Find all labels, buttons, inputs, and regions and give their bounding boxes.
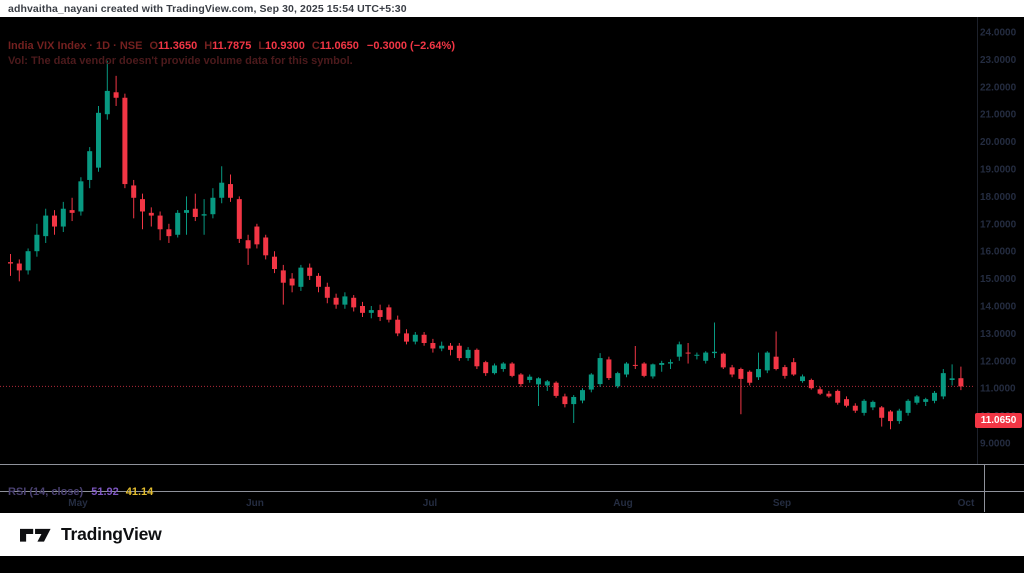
tradingview-snapshot: { "header": { "attribution": "adhvaitha_… — [0, 0, 1024, 556]
high-label: H — [204, 40, 213, 52]
svg-text:Sep: Sep — [773, 498, 791, 509]
open-value: 11.3650 — [158, 40, 198, 52]
close-value: 11.0650 — [319, 40, 359, 52]
svg-text:11.0000: 11.0000 — [980, 384, 1016, 395]
low-value: 10.9300 — [265, 40, 305, 52]
rsi-indicator-label: RSI (14, close) — [8, 486, 84, 498]
candlestick-chart[interactable]: 24.0000 23.0000 22.0000 21.0000 20.0000 19.00… — [0, 17, 1024, 573]
svg-text:24.0000: 24.0000 — [980, 28, 1017, 39]
svg-text:May: May — [68, 498, 88, 509]
change-value: −0.3000 (−2.64%) — [366, 40, 455, 52]
low-label: L — [258, 40, 266, 52]
rsi-legend: RSI (14, close) 51.92 41.14 — [8, 486, 153, 498]
chart-region[interactable]: 24.0000 23.0000 22.0000 21.0000 20.0000 19.00… — [0, 17, 1024, 513]
attribution-bar: adhvaitha_nayani created with TradingVie… — [0, 0, 1024, 17]
volume-notice: Vol: The data vendor doesn't provide vol… — [8, 55, 353, 67]
svg-text:18.0000: 18.0000 — [980, 192, 1017, 203]
open-label: O — [149, 40, 159, 52]
svg-text:Oct: Oct — [958, 498, 975, 509]
brand-name[interactable]: TradingView — [61, 524, 162, 544]
svg-text:16.0000: 16.0000 — [980, 247, 1017, 258]
svg-text:12.0000: 12.0000 — [980, 356, 1017, 367]
high-value: 11.7875 — [212, 40, 252, 52]
svg-text:13.0000: 13.0000 — [980, 329, 1017, 340]
symbol-title: India VIX Index · 1D · NSE — [8, 40, 143, 52]
tradingview-logo-icon[interactable] — [19, 527, 53, 543]
svg-text:19.0000: 19.0000 — [980, 165, 1017, 176]
footer-brand-bar: TradingView — [0, 513, 1024, 556]
attribution-text: adhvaitha_nayani created with TradingVie… — [8, 2, 407, 15]
svg-text:23.0000: 23.0000 — [980, 55, 1017, 66]
svg-text:17.0000: 17.0000 — [980, 219, 1017, 230]
svg-text:22.0000: 22.0000 — [980, 82, 1017, 93]
svg-text:20.0000: 20.0000 — [980, 137, 1017, 148]
symbol-legend: India VIX Index · 1D · NSE O11.3650 H11.78… — [8, 40, 455, 52]
svg-text:15.0000: 15.0000 — [980, 274, 1017, 285]
svg-text:Jul: Jul — [423, 498, 438, 509]
close-label: C — [311, 40, 320, 52]
svg-text:21.0000: 21.0000 — [980, 110, 1017, 121]
svg-text:14.0000: 14.0000 — [980, 302, 1017, 313]
last-price-label: 11.0650 — [975, 412, 1022, 428]
rsi-value: 51.92 — [91, 486, 119, 498]
svg-text:9.0000: 9.0000 — [980, 439, 1011, 450]
svg-text:Jun: Jun — [246, 498, 264, 509]
rsi-ma-value: 41.14 — [125, 486, 154, 498]
svg-text:Aug: Aug — [613, 498, 632, 509]
